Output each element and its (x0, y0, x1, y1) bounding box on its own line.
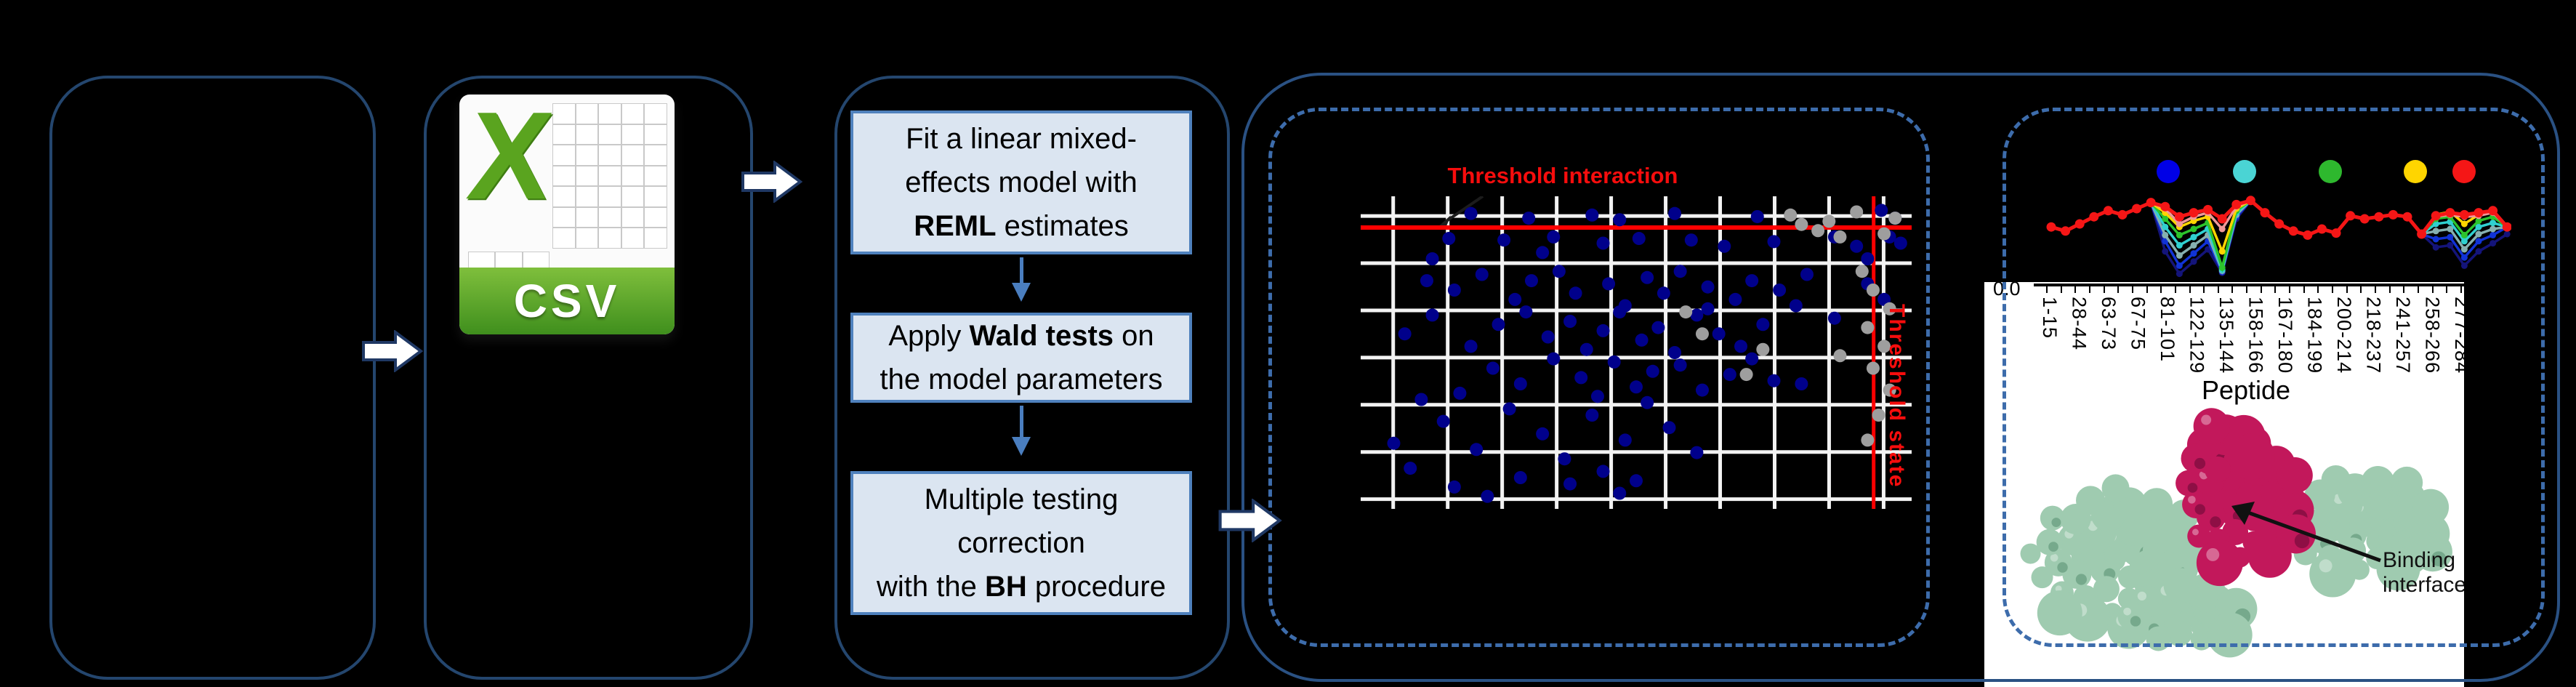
peptide-tick-label: 200-214 (2333, 297, 2355, 374)
peptide-tick-label: 241-257 (2392, 297, 2414, 374)
peptide-tick-label: 167-180 (2274, 297, 2296, 374)
peptide-tick-label: 67-75 (2127, 297, 2149, 351)
peptide-tick-label: 28-44 (2068, 297, 2090, 351)
excel-x-icon: X (462, 86, 559, 225)
binding-interface-arrow (2231, 502, 2381, 563)
flowchart-step-reml: Fit a linear mixed-effects model with REM… (850, 111, 1192, 254)
statistics-box (834, 76, 1230, 680)
peptide-tick-label: 122-129 (2186, 297, 2208, 374)
peptide-figure: 0.0 1-15 28-44 63-73 67-75 81-101 122-129 135-… (1984, 282, 2464, 687)
peptide-tick-label: 135-144 (2215, 297, 2237, 374)
peptide-tick-label: 258-266 (2421, 297, 2444, 374)
peptide-tick-label: 218-237 (2362, 297, 2385, 374)
peptide-tick-label: 1-15 (2039, 297, 2061, 340)
x-axis-line (2034, 284, 2464, 286)
threshold-state-label: Threshold state (1885, 304, 1909, 489)
flow-arrow-2 (741, 161, 802, 203)
flow-down-arrow-1 (1012, 257, 1031, 302)
csv-label: CSV (513, 275, 621, 327)
binding-interface-label: Binding interface (2383, 548, 2464, 597)
csv-banner: CSV (459, 268, 675, 334)
flow-down-arrow-2 (1012, 406, 1031, 456)
peptide-tick-label: 63-73 (2098, 297, 2120, 351)
flow-arrow-3 (1218, 499, 1282, 542)
flow-arrow-1 (362, 330, 423, 372)
input-data-box (49, 76, 376, 680)
spreadsheet-grid-icon (552, 103, 667, 249)
protein-structure-graphic (2020, 408, 2452, 658)
x-axis-title: Peptide (2201, 375, 2291, 405)
peptide-tick-label: 277-284 (2451, 297, 2464, 374)
threshold-interaction-label: Threshold interaction (1447, 163, 1678, 188)
flowchart-step-wald: Apply Wald tests on the model parameters (850, 313, 1192, 403)
peptide-tick-label: 158-166 (2245, 297, 2267, 374)
scatter-plot (1361, 196, 1912, 509)
peptide-tick-label: 81-101 (2157, 297, 2178, 363)
uptake-line-chart (2046, 160, 2511, 278)
csv-file-icon: X CSV (459, 86, 675, 334)
csv-file-box (424, 76, 753, 680)
peptide-tick-label: 184-199 (2303, 297, 2326, 374)
flowchart-step-bh: Multiple testing correction with the BH pr… (850, 471, 1192, 615)
y-axis-tick-label: 0.0 (1993, 282, 2021, 300)
